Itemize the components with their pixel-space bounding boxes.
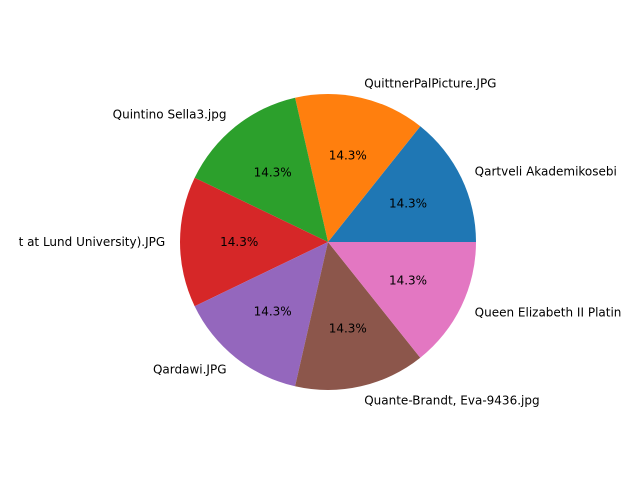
- pie-slice-7: [328, 242, 476, 358]
- pie-labels: 14.3% Qartveli Akademikosebi 14.3% Quittner…: [19, 76, 622, 407]
- pie-pct-label-5: 14.3%: [254, 304, 292, 318]
- pie-pct-label-7: 14.3%: [389, 274, 427, 288]
- pie-pct-label-6: 14.3%: [329, 322, 367, 336]
- pie-slice-label-5: Qardawi.JPG: [153, 362, 227, 376]
- pie-slice-label-3: Quintino Sella3.jpg: [113, 108, 227, 122]
- pie-pct-label-3: 14.3%: [254, 166, 292, 180]
- pie-slice-3: [194, 97, 328, 243]
- pie-slice-6: [295, 242, 421, 391]
- pie-slice-label-4: t at Lund University).JPG: [19, 235, 166, 249]
- pie-slice-2: [295, 93, 421, 242]
- pie-slice-1: [328, 126, 476, 242]
- pie-pct-label-1: 14.3%: [389, 196, 427, 210]
- pie-slice-label-1: Qartveli Akademikosebi: [475, 164, 617, 178]
- pie-slice-4: [180, 177, 328, 307]
- pie-pct-label-4: 14.3%: [220, 235, 258, 249]
- pie-slice-5: [194, 242, 328, 387]
- pie-slices: [180, 93, 476, 391]
- pie-slice-label-2: QuittnerPalPicture.JPG: [364, 76, 496, 90]
- pie-slice-label-6: Quante-Brandt, Eva-9436.jpg: [364, 394, 539, 408]
- pie-pct-label-2: 14.3%: [329, 148, 367, 162]
- pie-slice-label-7: Queen Elizabeth II Platin: [475, 306, 622, 320]
